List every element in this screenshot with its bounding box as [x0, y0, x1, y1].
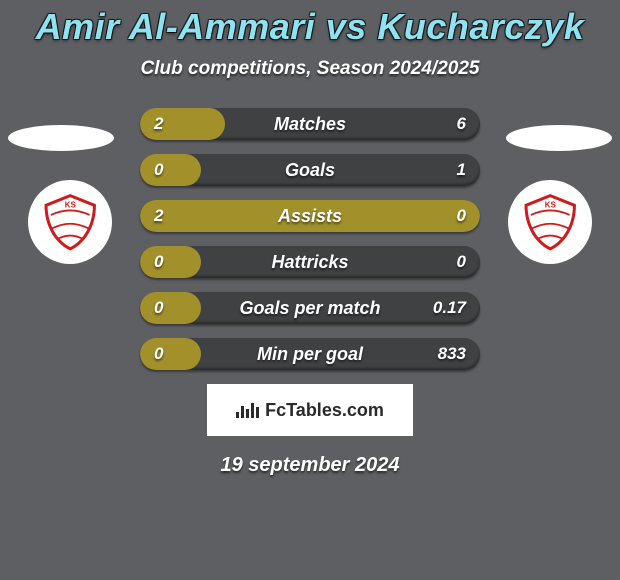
stat-right-value: 0	[457, 200, 466, 232]
svg-text:KS: KS	[545, 200, 556, 209]
player-left-club-crest: KS	[28, 180, 112, 264]
player-right-avatar-oval	[506, 125, 612, 151]
stat-label: Assists	[140, 200, 480, 232]
stat-right-value: 1	[457, 154, 466, 186]
fctables-logo-text: FcTables.com	[265, 400, 384, 421]
stat-right-value: 6	[457, 108, 466, 140]
stat-right-value: 833	[438, 338, 466, 370]
club-crest-icon: KS	[520, 192, 580, 252]
svg-text:KS: KS	[65, 200, 76, 209]
subtitle: Club competitions, Season 2024/2025	[0, 58, 620, 80]
stat-label: Hattricks	[140, 246, 480, 278]
footer-date: 19 september 2024	[0, 454, 620, 477]
stat-label: Min per goal	[140, 338, 480, 370]
page-title: Amir Al-Ammari vs Kucharczyk	[0, 0, 620, 48]
stat-right-value: 0.17	[433, 292, 466, 324]
stat-bars: 2Matches60Goals12Assists00Hattricks00Goa…	[140, 108, 480, 370]
stat-bar: 2Assists0	[140, 200, 480, 232]
stat-bar: 0Min per goal833	[140, 338, 480, 370]
stat-bar: 2Matches6	[140, 108, 480, 140]
stat-label: Goals per match	[140, 292, 480, 324]
player-left-avatar-oval	[8, 125, 114, 151]
fctables-logo: FcTables.com	[207, 384, 413, 436]
stat-right-value: 0	[457, 246, 466, 278]
club-crest-icon: KS	[40, 192, 100, 252]
stat-label: Matches	[140, 108, 480, 140]
player-right-club-crest: KS	[508, 180, 592, 264]
stat-bar: 0Goals1	[140, 154, 480, 186]
stat-bar: 0Goals per match0.17	[140, 292, 480, 324]
stat-label: Goals	[140, 154, 480, 186]
fctables-logo-bars-icon	[236, 403, 259, 418]
stat-bar: 0Hattricks0	[140, 246, 480, 278]
comparison-infographic: Amir Al-Ammari vs Kucharczyk Club compet…	[0, 0, 620, 580]
